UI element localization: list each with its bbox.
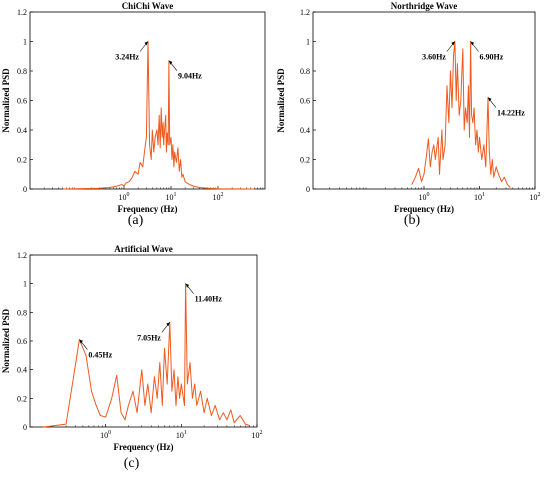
y-tick-label: 0.6	[17, 337, 27, 346]
chart-panel-a: ChiChi Wave 0 0.2 0.4 0.6 0.8 1 1.2 100 101 102 Fre…	[0, 0, 275, 235]
y-tick-label: 0	[23, 185, 27, 194]
y-tick-label: 0	[23, 423, 27, 432]
x-axis-label: Frequency (Hz)	[394, 204, 454, 214]
panel-caption: (a)	[128, 213, 144, 228]
y-tick-label: 1.2	[17, 8, 27, 17]
y-tick-label: 0.2	[17, 156, 27, 165]
x-tick-label: 100	[419, 192, 430, 202]
annotation-label: 0.45Hz	[88, 351, 112, 360]
y-tick-label: 0.4	[17, 126, 27, 135]
chart-title: Northridge Wave	[391, 1, 458, 11]
x-tick-label: 102	[213, 192, 224, 202]
psd-series-line	[43, 283, 250, 428]
y-tick-label: 0.6	[17, 97, 27, 106]
y-tick-label: 0.2	[300, 156, 310, 165]
x-axis-label: Frequency (Hz)	[113, 442, 173, 452]
y-tick-label: 1	[23, 38, 27, 47]
y-tick-label: 0.8	[300, 67, 310, 76]
panel-caption: (b)	[404, 213, 421, 228]
y-axis-label: Normalized PSD	[1, 68, 11, 133]
panel-caption: (c)	[124, 456, 140, 471]
chart-panel-c: Artificial Wave 0 0.2 0.4 0.6 0.8 1 1.2 100 101 10…	[0, 238, 275, 476]
plot-frame	[312, 11, 536, 190]
psd-series-line	[62, 41, 255, 190]
annotation-arrowhead	[166, 322, 170, 327]
y-axis-label: Normalized PSD	[276, 68, 286, 133]
y-tick-label: 0.8	[17, 67, 27, 76]
y-tick-label: 0	[306, 185, 310, 194]
x-tick-label: 102	[252, 430, 263, 440]
annotation-arrowhead	[488, 97, 492, 102]
x-tick-label: 101	[474, 192, 485, 202]
chart-c-svg: Artificial Wave 0 0.2 0.4 0.6 0.8 1 1.2 100 101 10…	[1, 244, 263, 471]
chart-title: Artificial Wave	[114, 244, 173, 254]
y-tick-label: 1.2	[17, 251, 27, 260]
annotation-arrowhead	[79, 339, 83, 344]
y-tick-label: 0.2	[17, 394, 27, 403]
y-tick-label: 0.4	[17, 366, 27, 375]
annotation-arrowhead	[470, 41, 475, 46]
x-tick-label: 101	[176, 430, 187, 440]
annotation-arrowhead	[185, 283, 190, 288]
x-tick-label: 100	[100, 430, 111, 440]
x-tick-label: 102	[530, 192, 541, 202]
y-tick-label: 1	[23, 280, 27, 289]
x-tick-label: 100	[119, 192, 130, 202]
annotation-label: 7.05Hz	[137, 333, 161, 342]
y-tick-label: 0.4	[300, 126, 310, 135]
y-tick-label: 1.2	[300, 8, 310, 17]
y-tick-label: 1	[306, 38, 310, 47]
annotation-arrowhead	[168, 60, 173, 65]
annotation-label: 14.22Hz	[497, 109, 525, 118]
y-axis-label: Normalized PSD	[1, 308, 11, 373]
chart-a-svg: ChiChi Wave 0 0.2 0.4 0.6 0.8 1 1.2 100 101 102 Fre…	[1, 1, 266, 228]
chart-b-svg: Northridge Wave 0 0.2 0.4 0.6 0.8 1 1.2 100 101 10…	[276, 1, 541, 228]
annotation-label: 3.24Hz	[115, 53, 139, 62]
annotation-label: 3.60Hz	[422, 53, 446, 62]
x-tick-label: 101	[166, 192, 177, 202]
annotation-arrowhead	[451, 41, 455, 46]
psd-series-line	[411, 41, 511, 188]
y-tick-label: 0.8	[17, 308, 27, 317]
x-axis-label: Frequency (Hz)	[117, 204, 177, 214]
annotation-label: 9.04Hz	[178, 72, 202, 81]
chart-title: ChiChi Wave	[122, 1, 174, 11]
y-tick-label: 0.6	[300, 97, 310, 106]
annotation-label: 6.90Hz	[480, 53, 504, 62]
chart-panel-b: Northridge Wave 0 0.2 0.4 0.6 0.8 1 1.2 100 101 10…	[275, 0, 550, 235]
annotation-label: 11.40Hz	[195, 295, 223, 304]
annotation-arrowhead	[144, 41, 148, 46]
